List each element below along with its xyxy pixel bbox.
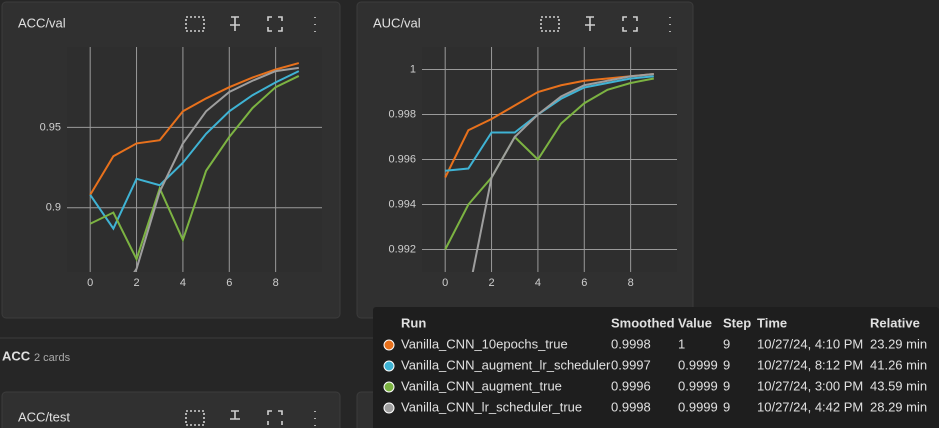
- tooltip: [373, 307, 939, 428]
- card-title: AUC/val: [373, 15, 421, 30]
- tooltip-cell: 0.9999: [678, 399, 718, 414]
- x-tick-label: 6: [226, 277, 232, 289]
- series-line: [471, 73, 654, 272]
- y-tick-label: 0.994: [388, 198, 416, 210]
- run-swatch: [383, 360, 395, 372]
- x-tick-label: 2: [488, 277, 494, 289]
- fit-icon[interactable]: [185, 410, 205, 426]
- tooltip-cell: 0.9999: [678, 378, 718, 393]
- tooltip-cell: 9: [723, 357, 730, 372]
- fit-icon[interactable]: [540, 16, 560, 32]
- tooltip-header: Step: [723, 315, 751, 330]
- pin-icon[interactable]: [230, 410, 240, 420]
- tooltip-cell: 10/27/24, 3:00 PM: [757, 378, 863, 393]
- y-tick-label: 0.9: [46, 202, 61, 214]
- tooltip-cell: 1: [678, 336, 685, 351]
- tooltip-cell: 0.9997: [611, 357, 651, 372]
- tooltip-cell: Vanilla_CNN_augment_true: [401, 378, 562, 393]
- x-tick-label: 4: [180, 277, 186, 289]
- y-tick-label: 0.992: [388, 243, 416, 255]
- run-swatch: [383, 339, 395, 351]
- tooltip-cell: 10/27/24, 4:10 PM: [757, 336, 863, 351]
- card-title: ACC/test: [18, 409, 70, 424]
- tooltip-header: Run: [401, 315, 426, 330]
- fullscreen-icon[interactable]: [622, 16, 638, 32]
- tooltip-header: Time: [757, 315, 787, 330]
- tooltip-cell: Vanilla_CNN_lr_scheduler_true: [401, 399, 582, 414]
- tooltip-cell: 10/27/24, 8:12 PM: [757, 357, 863, 372]
- x-tick-label: 4: [535, 277, 541, 289]
- card-toolbar[interactable]: [185, 16, 671, 426]
- series-line: [444, 73, 654, 178]
- plot-area: [67, 47, 322, 272]
- y-tick-label: 0.95: [40, 121, 61, 133]
- run-swatch: [383, 381, 395, 393]
- series-line: [133, 66, 299, 272]
- y-tick-label: 0.996: [388, 153, 416, 165]
- series-line: [444, 77, 655, 250]
- tooltip-cell: 9: [723, 378, 730, 393]
- x-tick-label: 0: [442, 277, 448, 289]
- card: [1, 391, 341, 428]
- card-title: ACC/val: [18, 15, 66, 30]
- tooltip-cell: 10/27/24, 4:42 PM: [757, 399, 863, 414]
- series-line: [89, 75, 300, 262]
- run-swatch: [383, 402, 395, 414]
- pin-icon[interactable]: [230, 16, 240, 31]
- tooltip-cell: 0.9996: [611, 378, 651, 393]
- tooltip-cell: 9: [723, 336, 730, 351]
- tooltip-cell: 43.59 min: [870, 378, 927, 393]
- series-group: [444, 73, 655, 272]
- tooltip-cell: 0.9998: [611, 399, 651, 414]
- tooltip-cell: Vanilla_CNN_augment_lr_scheduler: [401, 357, 611, 372]
- fullscreen-icon[interactable]: [267, 16, 283, 32]
- tooltip-cell: 41.26 min: [870, 357, 927, 372]
- tooltip-cell: 23.29 min: [870, 336, 927, 351]
- x-tick-label: 6: [581, 277, 587, 289]
- section-title: ACC: [2, 348, 31, 363]
- tooltip-header: Smoothed: [611, 315, 675, 330]
- tooltip-header: Relative: [870, 315, 920, 330]
- series-line: [89, 70, 300, 231]
- series-line: [89, 62, 300, 196]
- fullscreen-icon[interactable]: [267, 410, 283, 425]
- tooltip-cell: 0.9999: [678, 357, 718, 372]
- section-count: 2 cards: [34, 352, 71, 364]
- tooltip-cell: 28.29 min: [870, 399, 927, 414]
- x-tick-label: 8: [273, 277, 279, 289]
- x-tick-label: 8: [628, 277, 634, 289]
- series-group: [89, 62, 300, 272]
- y-tick-label: 0.998: [388, 108, 416, 120]
- pin-icon[interactable]: [585, 16, 595, 31]
- y-tick-label: 1: [410, 63, 416, 75]
- tooltip-cell: 9: [723, 399, 730, 414]
- tooltip-cell: Vanilla_CNN_10epochs_true: [401, 336, 568, 351]
- x-tick-label: 2: [133, 277, 139, 289]
- tooltip-cell: 0.9998: [611, 336, 651, 351]
- tooltip-header: Value: [678, 315, 712, 330]
- fit-icon[interactable]: [185, 16, 205, 32]
- x-tick-label: 0: [87, 277, 93, 289]
